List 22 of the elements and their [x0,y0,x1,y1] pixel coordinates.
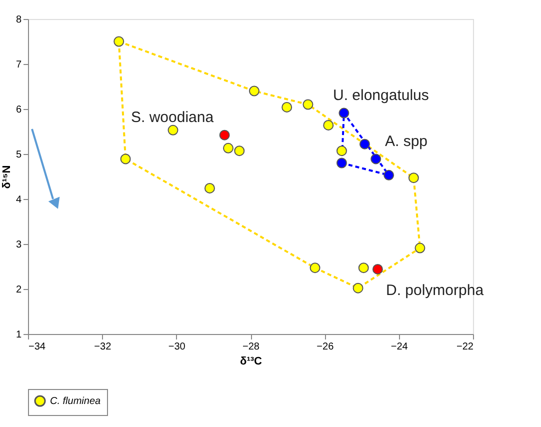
annotation: A. spp [385,133,428,150]
y-tick-label: 1 [16,330,22,340]
x-tick-label: −28 [242,342,260,352]
x-tick-label: −30 [168,342,186,352]
x-tick-label: −32 [94,342,112,352]
x-tick-label: −24 [390,342,408,352]
x-tick-label: −26 [316,342,334,352]
y-tick-label: 7 [16,60,22,70]
legend-label: C. fluminea [50,396,102,407]
annotation: S. woodiana [131,109,214,126]
x-axis-title: δ¹³C [240,356,262,368]
y-tick-label: 4 [16,194,22,206]
y-tick-label: 3 [16,240,22,250]
y-tick-label: 6 [16,104,22,116]
y-tick-label: 5 [16,150,22,160]
annotation: D. polymorpha [386,282,484,299]
annotation: U. elongatulus [333,87,429,104]
x-tick-label: −22 [456,342,474,352]
y-tick-label: 8 [16,14,22,26]
y-axis-title: δ¹⁵N [0,165,13,189]
y-tick-label: 2 [16,284,22,296]
x-tick-label: −34 [28,342,46,352]
